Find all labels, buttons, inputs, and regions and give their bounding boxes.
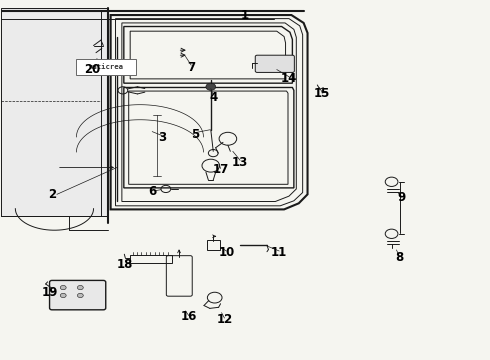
Text: 2: 2 (48, 188, 56, 201)
Text: 8: 8 (395, 251, 403, 264)
Circle shape (77, 293, 83, 298)
Polygon shape (0, 8, 108, 216)
Text: 4: 4 (209, 91, 218, 104)
Text: naticrea: naticrea (88, 64, 123, 70)
Text: 11: 11 (271, 246, 287, 259)
Text: 9: 9 (397, 192, 406, 204)
Circle shape (77, 285, 83, 290)
Text: 15: 15 (314, 87, 330, 100)
Text: 17: 17 (213, 163, 229, 176)
Circle shape (60, 293, 66, 298)
Text: 3: 3 (158, 131, 166, 144)
FancyBboxPatch shape (49, 280, 106, 310)
Text: 14: 14 (281, 72, 297, 85)
FancyBboxPatch shape (255, 55, 294, 72)
Text: 10: 10 (219, 246, 235, 259)
Text: 16: 16 (181, 310, 197, 324)
FancyBboxPatch shape (76, 59, 136, 75)
Text: 18: 18 (117, 258, 133, 271)
Bar (130, 255, 172, 263)
Text: 1: 1 (241, 9, 249, 22)
Text: 19: 19 (41, 287, 58, 300)
Text: 20: 20 (84, 63, 100, 76)
Text: 5: 5 (191, 127, 199, 141)
Text: 12: 12 (217, 313, 233, 327)
Circle shape (60, 285, 66, 290)
Text: 6: 6 (148, 185, 156, 198)
Text: 13: 13 (232, 156, 248, 168)
Circle shape (206, 83, 216, 90)
Text: 7: 7 (187, 60, 196, 73)
